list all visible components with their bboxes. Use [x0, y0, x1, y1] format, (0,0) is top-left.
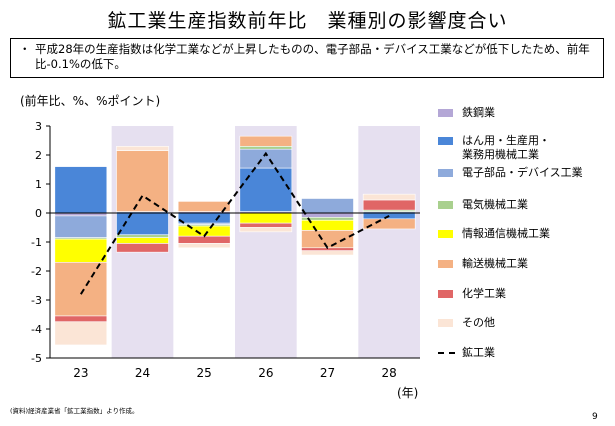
source-note: (資料)経済産業省「鉱工業指数」より作成。 [10, 407, 139, 415]
bar-segment [116, 243, 169, 253]
y-tick-label: 2 [35, 149, 42, 162]
legend-label: 鉱工業 [462, 346, 495, 359]
bar-segment [177, 243, 231, 249]
legend-label: 鉄鋼業 [462, 106, 495, 119]
summary-text: 平成28年の生産指数は化学工業などが上昇したものの、電子部品・デバイス工業などが… [35, 42, 590, 71]
y-tick-label: -1 [31, 236, 42, 249]
shade-band [358, 126, 420, 358]
bar-segment [116, 146, 169, 151]
y-tick-label: 0 [35, 207, 42, 220]
y-axis-unit-label: (前年比、%、%ポイント) [20, 94, 161, 108]
bar-segment [54, 261, 108, 317]
page-number: 9 [592, 412, 598, 422]
legend-swatch [438, 230, 453, 238]
legend-dash-swatch [438, 352, 455, 354]
y-tick-label: -4 [31, 323, 42, 336]
x-tick-label: 24 [135, 366, 150, 380]
bar-segment [362, 193, 416, 201]
x-tick-label: 26 [258, 366, 273, 380]
x-tick-label: 27 [320, 366, 335, 380]
bar-segment [177, 201, 231, 212]
bar-segment [54, 321, 108, 346]
summary-box: ・ 平成28年の生産指数は化学工業などが上昇したものの、電子部品・デバイス工業な… [10, 38, 604, 78]
legend-swatch [438, 260, 453, 268]
legend-label: 情報通信機械工業 [462, 227, 550, 240]
legend-label: はん用・生産用・ 業務用機械工業 [462, 134, 550, 161]
legend-label: 電気機械工業 [462, 198, 528, 211]
bar-segment [54, 238, 108, 263]
legend-swatch [438, 319, 453, 327]
bar-segment [301, 212, 354, 218]
bar-segment [54, 166, 108, 214]
x-tick-label: 25 [197, 366, 212, 380]
legend-swatch [438, 201, 453, 209]
bar-segment [54, 215, 108, 238]
bar-segment [239, 135, 293, 147]
bar-segment [54, 315, 108, 323]
line-series-mining [79, 151, 390, 295]
x-axis-unit-label: (年) [397, 386, 419, 400]
bar-segment [362, 199, 416, 211]
x-tick-label: 23 [73, 366, 88, 380]
x-tick-label: 28 [382, 366, 397, 380]
bar-segment [239, 146, 293, 150]
legend-swatch [438, 169, 453, 177]
bar-segment [301, 198, 354, 214]
legend-swatch [438, 137, 453, 145]
bar-segment [177, 212, 231, 224]
y-tick-label: -3 [31, 294, 42, 307]
bar-segment [362, 218, 416, 230]
legend-label: その他 [462, 316, 495, 329]
bar-segment [116, 237, 169, 244]
bar-segment [239, 212, 293, 224]
bar-segment [239, 167, 293, 212]
summary-bullet: ・ [19, 42, 31, 56]
bar-segment [239, 227, 293, 233]
legend-label: 電子部品・デバイス工業 [462, 166, 583, 179]
y-tick-label: 1 [35, 178, 42, 191]
legend-swatch [438, 109, 453, 117]
bar-segment [301, 250, 354, 256]
bar-segment [116, 150, 169, 212]
y-tick-label: -2 [31, 265, 42, 278]
bar-segment [301, 230, 354, 249]
bar-segment [116, 234, 169, 238]
legend-label: 化学工業 [462, 287, 506, 300]
y-tick-label: -5 [31, 352, 42, 365]
legend-swatch [438, 290, 453, 298]
page-title: 鉱工業生産指数前年比 業種別の影響度合い [107, 10, 508, 32]
bar-segment [239, 222, 293, 228]
legend-label: 輸送機械工業 [462, 257, 528, 270]
y-tick-label: 3 [35, 120, 42, 133]
